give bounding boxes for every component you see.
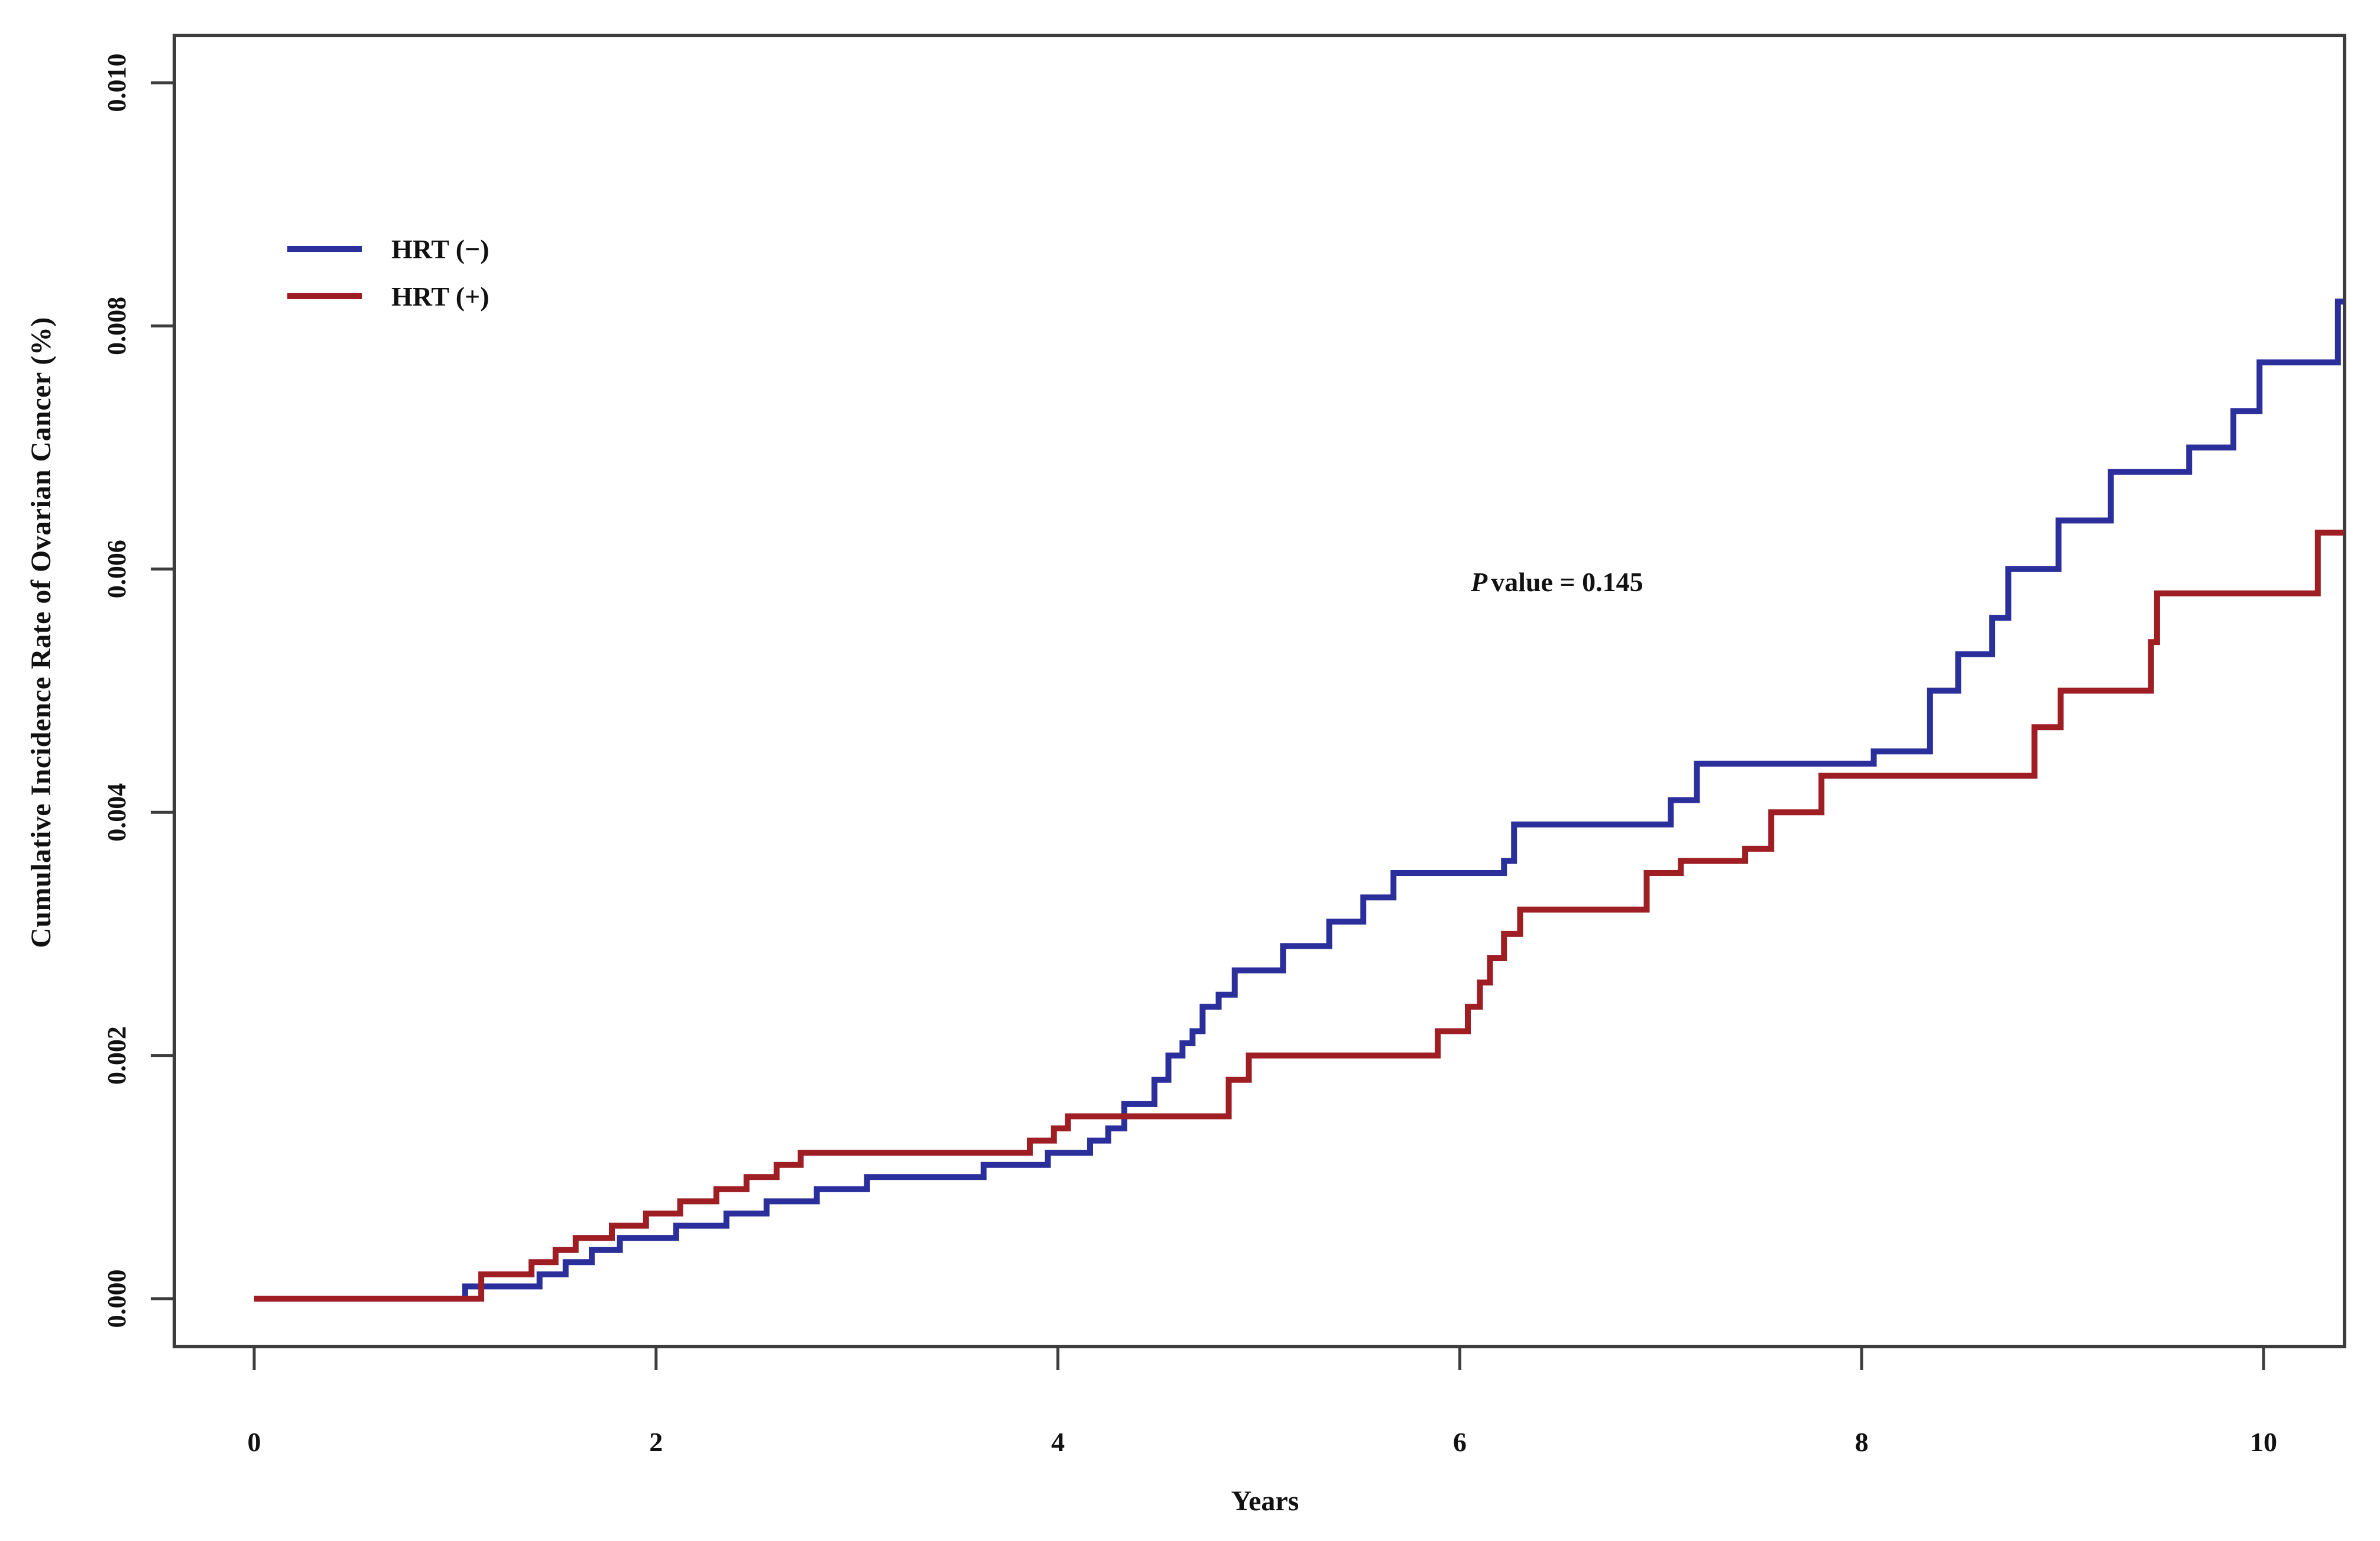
hrt-negative-curve bbox=[254, 299, 2344, 1302]
x-axis-tick-label: 6 bbox=[1453, 1427, 1467, 1457]
y-axis-title: Cumulative Incidence Rate of Ovarian Can… bbox=[25, 317, 57, 948]
x-axis-tick-label: 8 bbox=[1855, 1427, 1869, 1457]
hrt-positive-line-swatch-icon bbox=[287, 293, 362, 299]
y-axis-tick-label: 0.002 bbox=[102, 1026, 131, 1085]
y-axis-tick-label: 0.010 bbox=[102, 54, 131, 112]
x-axis-tick-label: 10 bbox=[2250, 1427, 2277, 1457]
x-axis-tick-label: 2 bbox=[649, 1427, 663, 1457]
p-value-text: value = 0.145 bbox=[1491, 567, 1643, 597]
hrt-negative-line-swatch-icon bbox=[287, 246, 362, 252]
p-value-symbol: P bbox=[1471, 567, 1488, 597]
legend-label-hrt-positive: HRT (+) bbox=[391, 281, 489, 312]
y-axis-tick-label: 0.004 bbox=[102, 783, 131, 842]
y-axis-tick-label: 0.006 bbox=[102, 540, 131, 598]
plot-border bbox=[173, 34, 2346, 1348]
y-axis-tick-label: 0.008 bbox=[102, 297, 131, 355]
x-axis-tick-label: 4 bbox=[1051, 1427, 1065, 1457]
legend: HRT (−) HRT (+) bbox=[287, 232, 489, 326]
hrt-positive-curve bbox=[254, 530, 2344, 1302]
legend-label-hrt-negative: HRT (−) bbox=[391, 233, 489, 264]
y-axis-tick-label: 0.000 bbox=[102, 1270, 131, 1328]
x-axis-tick-label: 0 bbox=[248, 1427, 261, 1457]
legend-item-hrt-positive: HRT (+) bbox=[287, 279, 489, 313]
legend-item-hrt-negative: HRT (−) bbox=[287, 232, 489, 266]
x-axis-title: Years bbox=[1231, 1485, 1299, 1517]
